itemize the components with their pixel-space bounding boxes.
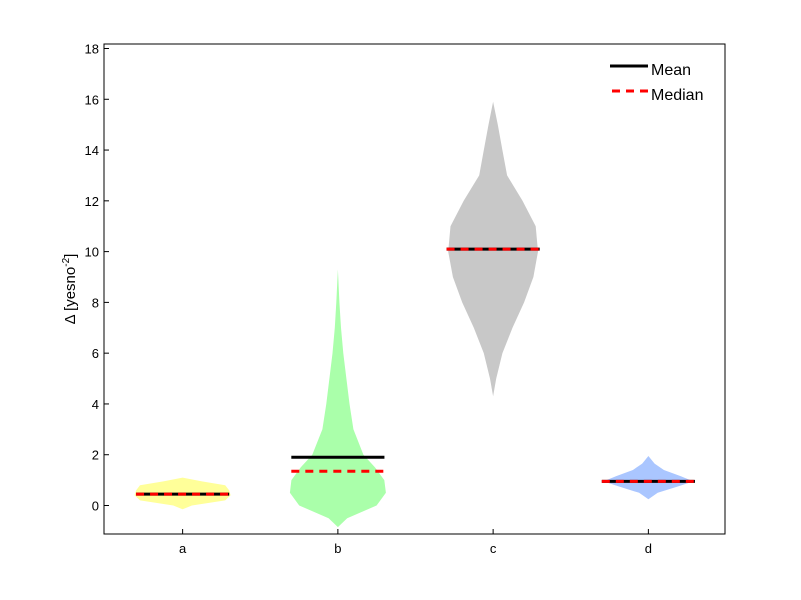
x-axis: a b c d: [179, 529, 652, 556]
legend-mean-label: Mean: [651, 62, 691, 79]
x-tick-label-c: c: [490, 541, 497, 556]
y-tick-label: 18: [85, 42, 99, 57]
x-tick-label-d: d: [645, 541, 652, 556]
x-tick-label-a: a: [179, 541, 187, 556]
plot-area-frame: [103, 43, 726, 535]
y-tick-label: 12: [85, 194, 99, 209]
y-tick-label: 16: [85, 92, 99, 107]
y-tick-label: 10: [85, 245, 99, 260]
y-axis-title: Δ [yesno-2]: [61, 254, 79, 325]
legend-median-label: Median: [651, 87, 703, 104]
stat-lines-layer: [136, 247, 695, 496]
y-tick-label: 2: [92, 448, 99, 463]
legend: Mean Median: [610, 62, 703, 104]
x-tick-label-b: b: [334, 541, 341, 556]
y-tick-label: 6: [92, 346, 99, 361]
violin-b: [289, 269, 386, 528]
y-tick-label: 8: [92, 295, 99, 310]
violin-d: [603, 456, 694, 500]
y-axis: 0 2 4 6 8 10 12 14 16 18: [85, 42, 109, 514]
y-tick-label: 4: [92, 397, 99, 412]
y-tick-label: 14: [85, 143, 99, 158]
y-tick-label: 0: [92, 499, 99, 514]
y-axis-title-main: Δ [yesno: [62, 267, 79, 325]
y-axis-title-superscript: -2: [61, 257, 72, 266]
y-axis-title-closing: ]: [62, 254, 79, 258]
